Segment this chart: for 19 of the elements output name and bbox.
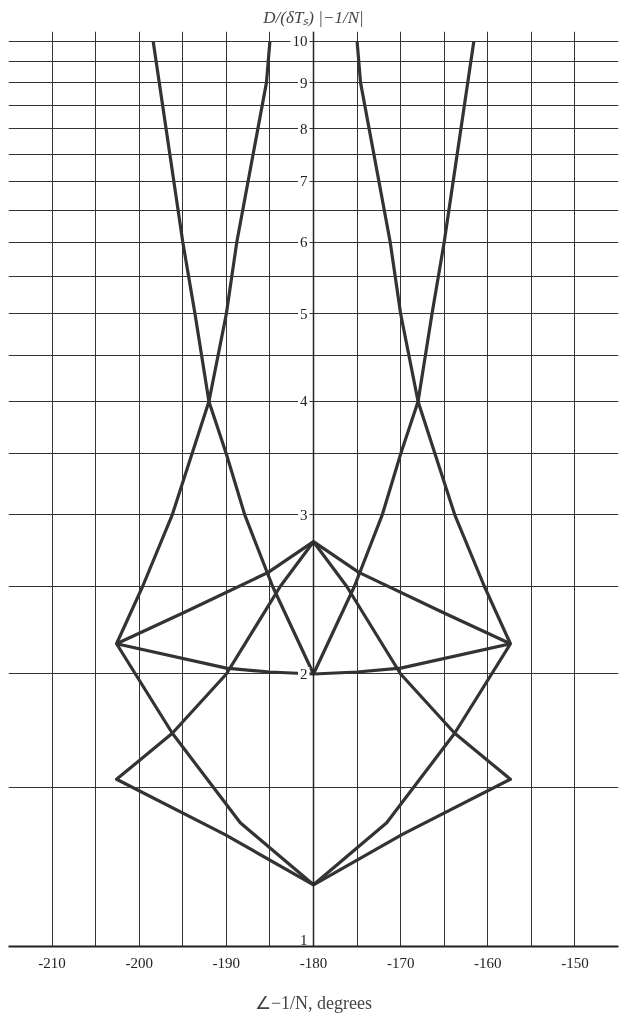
x-tick-label: -200 [125, 954, 153, 971]
x-tick-label: -160 [474, 954, 502, 971]
x-tick-label: -170 [386, 954, 415, 971]
y-tick-label: 5 [300, 305, 308, 322]
y-tick-label: 6 [300, 234, 308, 251]
x-tick-label: -210 [38, 954, 66, 971]
x-tick-label: -150 [561, 954, 589, 971]
x-tick-label: -180 [299, 954, 328, 971]
y-tick-label: 1 [300, 931, 308, 948]
y-tick-label: 7 [300, 173, 308, 190]
y-tick-label: 9 [300, 74, 308, 91]
y-tick-label: 4 [300, 393, 308, 410]
y-tick-label: 3 [300, 506, 308, 523]
y-tick-label: 8 [300, 120, 308, 137]
y-tick-label: 10 [292, 33, 308, 50]
y-tick-label: 2 [300, 665, 308, 682]
x-axis-title: ∠−1/N, degrees [254, 992, 373, 1013]
y-axis-title: D/(δTₛ) |−1/N| [262, 7, 364, 27]
x-tick-label: -190 [212, 954, 241, 971]
